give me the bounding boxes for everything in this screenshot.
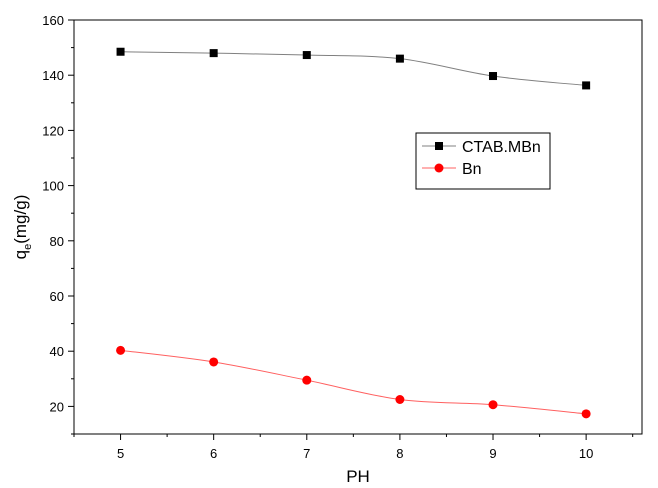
series-layer	[116, 47, 591, 419]
x-tick-label: 8	[396, 446, 403, 461]
legend-marker	[435, 142, 443, 150]
x-tick-label: 9	[489, 446, 496, 461]
y-tick-label: 120	[42, 123, 64, 138]
data-point	[582, 81, 591, 90]
y-tick-label: 60	[50, 289, 64, 304]
series-line	[120, 349, 587, 415]
y-tick-label: 40	[50, 344, 64, 359]
y-axis-title-sub: e	[22, 244, 34, 250]
legend-marker	[434, 163, 444, 173]
y-axis-title-unit: (mg/g)	[11, 195, 30, 244]
data-point	[489, 72, 498, 81]
data-point	[581, 409, 591, 419]
axes-layer: 5 6 7 8 9 10 20 40 60 80 100 120 140 160	[42, 13, 643, 461]
x-tick-label: 6	[210, 446, 217, 461]
data-point	[116, 47, 125, 56]
data-point	[116, 345, 126, 355]
data-point	[302, 51, 311, 60]
y-tick-label: 20	[50, 399, 64, 414]
y-axis-title: qe(mg/g)	[11, 195, 34, 260]
series-line	[120, 51, 587, 86]
y-tick-label: 100	[42, 179, 64, 194]
y-tick-label: 160	[42, 13, 64, 28]
x-tick-label: 5	[117, 446, 124, 461]
data-point	[209, 49, 218, 58]
data-point	[302, 375, 312, 385]
data-point	[395, 395, 405, 404]
legend: CTAB.MBn Bn	[415, 132, 551, 190]
x-tick-label: 10	[579, 446, 593, 461]
plot-frame	[73, 19, 643, 435]
data-point	[395, 54, 404, 63]
legend-label: CTAB.MBn	[462, 139, 541, 156]
x-axis-title: PH	[346, 467, 370, 486]
x-tick-label: 7	[303, 446, 310, 461]
y-tick-label: 140	[42, 68, 64, 83]
data-point	[209, 357, 219, 367]
legend-label: Bn	[462, 161, 482, 178]
data-point	[488, 400, 498, 410]
y-tick-label: 80	[50, 234, 64, 249]
y-axis-title-main: q	[11, 250, 30, 259]
